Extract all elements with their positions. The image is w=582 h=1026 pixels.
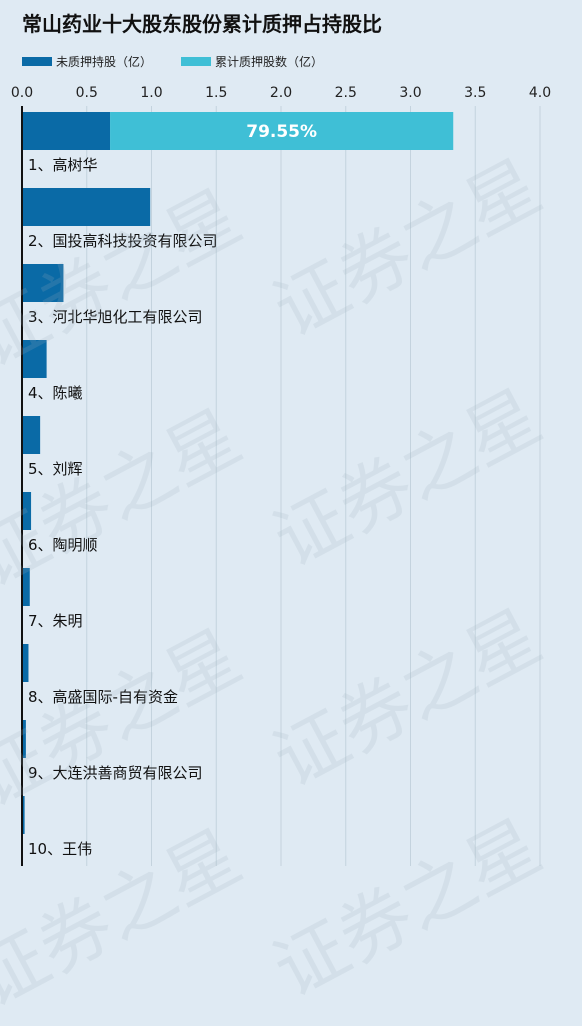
- category-label: 10、王伟: [28, 840, 92, 858]
- x-tick-label: 1.5: [205, 85, 227, 101]
- x-tick-label: 3.5: [464, 85, 486, 101]
- x-tick-label: 2.5: [335, 85, 357, 101]
- chart-title: 常山药业十大股东股份累计质押占持股比: [22, 12, 382, 36]
- bar-unpledged: [22, 264, 64, 302]
- x-tick-label: 1.0: [140, 85, 162, 101]
- category-label: 2、国投高科技投资有限公司: [28, 232, 218, 250]
- bar-unpledged: [22, 416, 41, 454]
- bar-unpledged: [22, 188, 151, 226]
- data-label: 79.55%: [246, 122, 317, 142]
- category-label: 7、朱明: [28, 612, 83, 630]
- category-label: 1、高树华: [28, 156, 98, 174]
- bar-unpledged: [22, 720, 26, 758]
- x-tick-label: 3.0: [399, 85, 421, 101]
- category-label: 4、陈曦: [28, 384, 83, 402]
- category-label: 5、刘辉: [28, 460, 83, 478]
- legend-label-pledged: 累计质押股数（亿）: [215, 54, 324, 69]
- bar-chart: 0.0 0.5 1.0 1.5 2.0 2.5 3.0 3.5 4.0 79.55% 1、高树华 2、…: [11, 85, 551, 866]
- category-label: 8、高盛国际-自有资金: [28, 688, 178, 706]
- x-tick-label: 4.0: [529, 85, 551, 101]
- category-label: 3、河北华旭化工有限公司: [28, 308, 203, 326]
- legend-item-unpledged: 未质押持股（亿）: [22, 53, 152, 69]
- bar-unpledged: [22, 492, 32, 530]
- bar-unpledged: [22, 568, 30, 606]
- category-label: 9、大连洪善商贸有限公司: [28, 764, 203, 782]
- x-tick-label: 2.0: [270, 85, 292, 101]
- legend-swatch-unpledged: [22, 56, 52, 66]
- legend-item-pledged: 累计质押股数（亿）: [181, 53, 323, 69]
- bar-unpledged: [22, 796, 25, 834]
- category-label: 6、陶明顺: [28, 536, 98, 554]
- bar-unpledged: [22, 644, 29, 682]
- legend-swatch-pledged: [181, 56, 211, 66]
- bar-unpledged: [22, 112, 111, 150]
- legend-label-unpledged: 未质押持股（亿）: [56, 54, 153, 69]
- x-tick-label: 0.5: [76, 85, 98, 101]
- bar-pledged: [110, 112, 454, 150]
- x-tick-label: 0.0: [11, 85, 33, 101]
- bar-unpledged: [22, 340, 47, 378]
